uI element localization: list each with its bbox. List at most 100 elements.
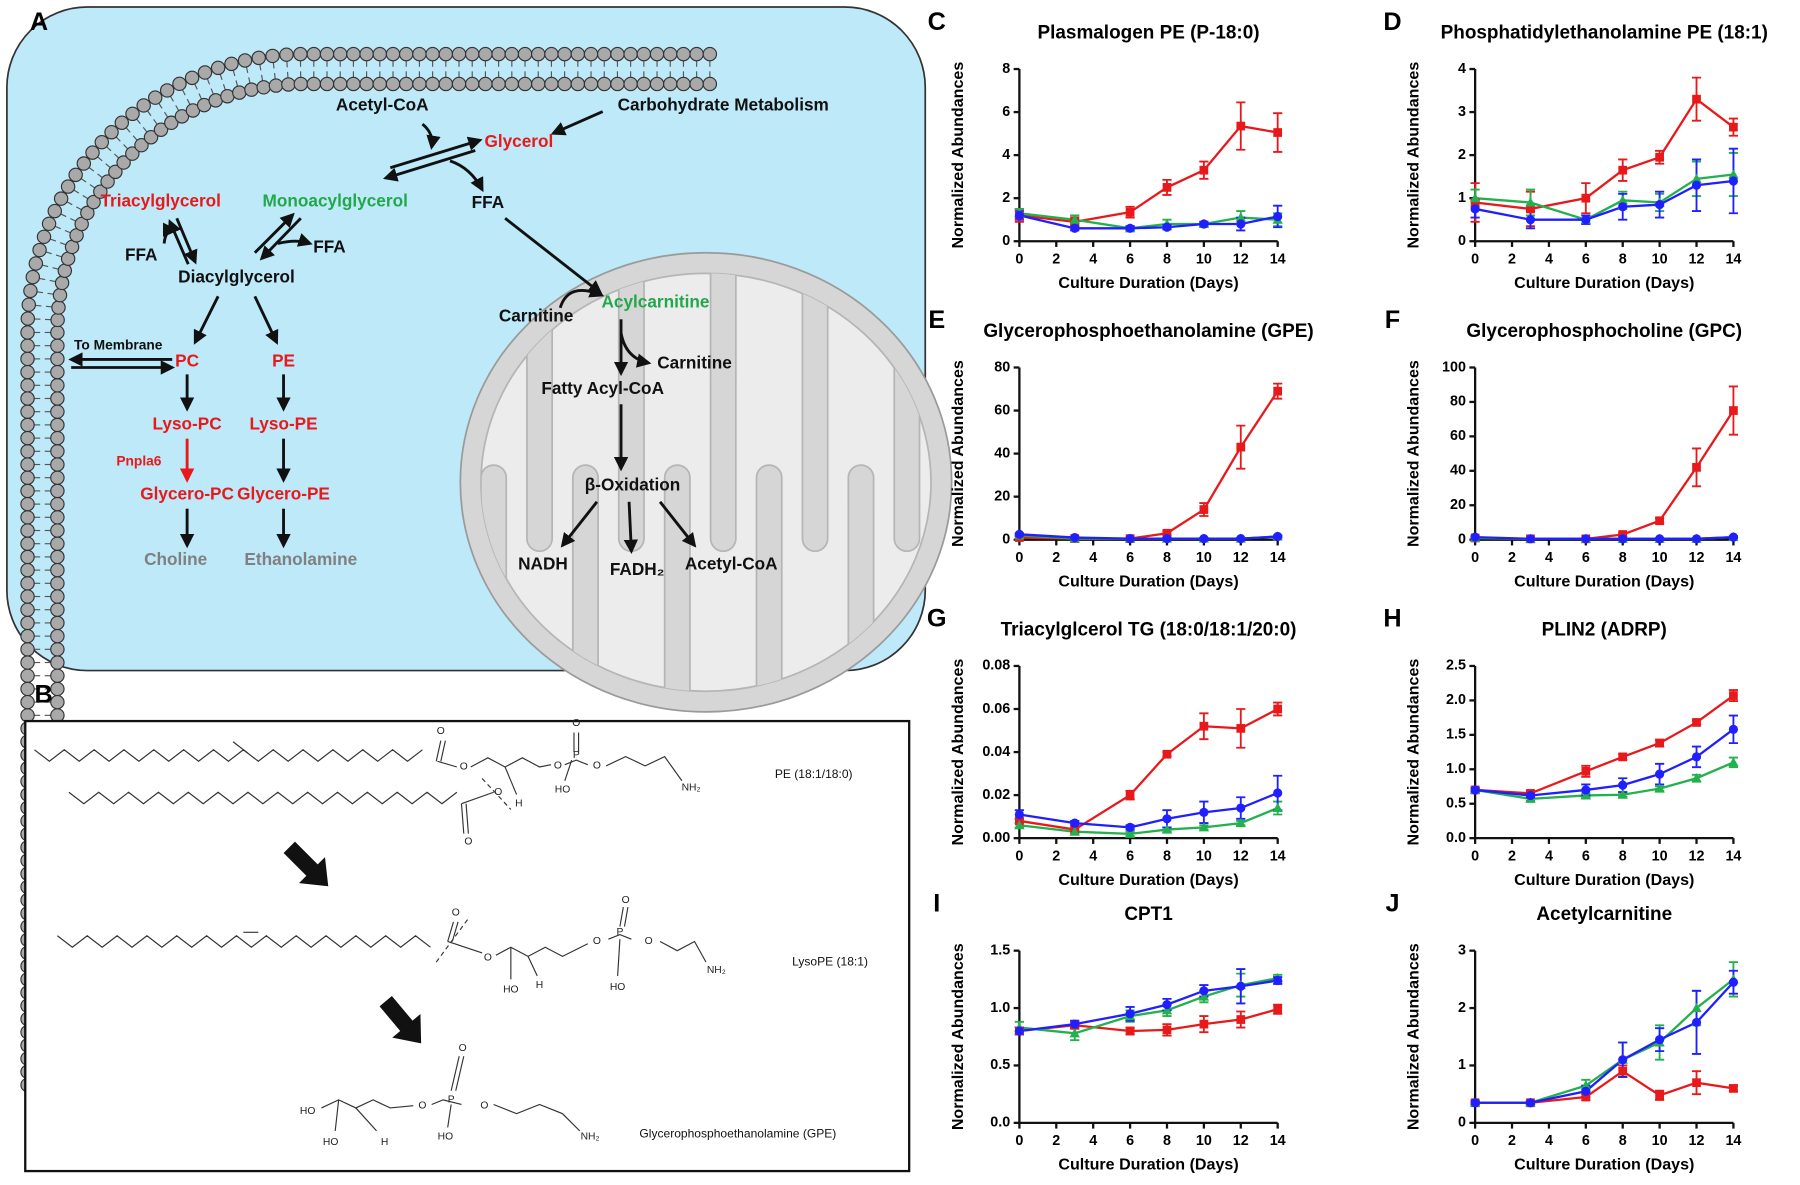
x-tick-label: 14 [1725, 848, 1741, 864]
marker [1728, 977, 1739, 987]
bond [321, 1099, 414, 1109]
lipid-head [197, 65, 213, 80]
series-line [1019, 390, 1279, 540]
lipid-head [689, 46, 704, 62]
bond [355, 1107, 377, 1132]
series-line [1019, 124, 1278, 224]
atom-label: HO [323, 1137, 339, 1148]
x-tick-label: 14 [1270, 251, 1286, 267]
lipid-head [623, 76, 638, 92]
node-label: Ethanolamine [244, 549, 357, 569]
marker [1162, 814, 1172, 824]
lipid-head [60, 179, 76, 194]
node-label: Fatty Acyl-CoA [541, 378, 664, 398]
lipid-head [51, 300, 66, 315]
marker [1199, 986, 1209, 996]
node-label: To Membrane [74, 337, 163, 352]
lipid-head [20, 549, 35, 565]
marker [1691, 773, 1702, 783]
x-tick-label: 10 [1196, 251, 1212, 267]
x-tick-label: 0 [1471, 848, 1479, 864]
lipid-head [68, 167, 83, 183]
marker [1655, 152, 1664, 162]
marker [1070, 818, 1080, 828]
y-axis-label: Normalized Abundances [949, 360, 967, 547]
marker [1728, 176, 1739, 186]
x-tick-label: 10 [1196, 1133, 1212, 1149]
lipid-head [702, 46, 718, 62]
crista [571, 464, 599, 692]
bond [460, 803, 465, 834]
x-tick-label: 0 [1015, 848, 1023, 864]
lipid-head [20, 417, 35, 433]
marker [1728, 169, 1739, 179]
lipid-head [237, 53, 253, 68]
lipid-head [504, 46, 520, 62]
marker [1070, 223, 1080, 233]
lipid-head [116, 155, 131, 170]
marker [1470, 1098, 1480, 1108]
lipid-head [159, 83, 175, 98]
lipid-head [20, 430, 35, 446]
marker [1729, 691, 1738, 700]
y-tick-label: 0.5 [1446, 796, 1466, 812]
bond [617, 939, 621, 976]
y-tick-label: 8 [1002, 61, 1010, 77]
lipid-head [20, 628, 35, 644]
x-tick-label: 14 [1270, 1133, 1286, 1149]
marker [1236, 724, 1246, 733]
x-tick-label: 8 [1619, 1133, 1627, 1149]
marker [1655, 1035, 1665, 1045]
x-tick-label: 2 [1508, 1133, 1516, 1149]
lipid-head [20, 615, 35, 631]
lipid-head [100, 174, 115, 189]
lipid-head [689, 76, 704, 92]
y-tick-label: 20 [994, 488, 1010, 504]
lipid-head [108, 164, 123, 180]
series-line [1475, 409, 1735, 540]
x-tick-label: 2 [1508, 251, 1516, 267]
lipid-head [50, 576, 65, 591]
bond [608, 933, 632, 940]
x-tick-label: 6 [1582, 550, 1590, 566]
y-tick-label: 2.0 [1446, 692, 1466, 708]
lipid-head [583, 46, 599, 62]
lipid-head [20, 536, 35, 551]
lipid-head [85, 145, 100, 160]
lipid-head [50, 430, 65, 446]
node-label: Lyso-PC [153, 413, 222, 433]
atom-label: NH₂ [581, 1131, 600, 1142]
crista [663, 464, 691, 692]
lipid-head [50, 417, 65, 433]
x-tick-label: 2 [1052, 550, 1060, 566]
node-label: Acetyl-CoA [685, 553, 778, 573]
lipid-head [20, 483, 35, 499]
marker [1273, 386, 1283, 396]
marker [1581, 1092, 1591, 1102]
atom-label: HO [610, 982, 626, 993]
atom-label: H [536, 980, 543, 991]
lipid-head [50, 338, 65, 353]
x-tick-label: 12 [1233, 1133, 1249, 1149]
marker [1236, 442, 1246, 452]
x-tick-label: 8 [1163, 251, 1171, 267]
lipid-head [50, 496, 65, 512]
lipid-head [306, 76, 322, 92]
arrow [560, 500, 599, 548]
x-tick-label: 0 [1471, 251, 1479, 267]
marker [1655, 200, 1665, 210]
x-tick-label: 2 [1508, 550, 1516, 566]
lipid-head [293, 46, 308, 62]
x-tick-label: 12 [1689, 251, 1705, 267]
node-label: FADH₂ [610, 559, 664, 579]
lipid-head [50, 444, 65, 459]
marker [1273, 128, 1283, 137]
x-tick-label: 4 [1089, 848, 1097, 864]
y-tick-label: 1.0 [1446, 761, 1466, 777]
x-tick-label: 14 [1725, 1133, 1741, 1149]
bond [659, 940, 707, 963]
lipid-head [359, 46, 374, 62]
x-axis-label: Culture Duration (Days) [1058, 572, 1238, 590]
x-tick-label: 0 [1015, 550, 1023, 566]
